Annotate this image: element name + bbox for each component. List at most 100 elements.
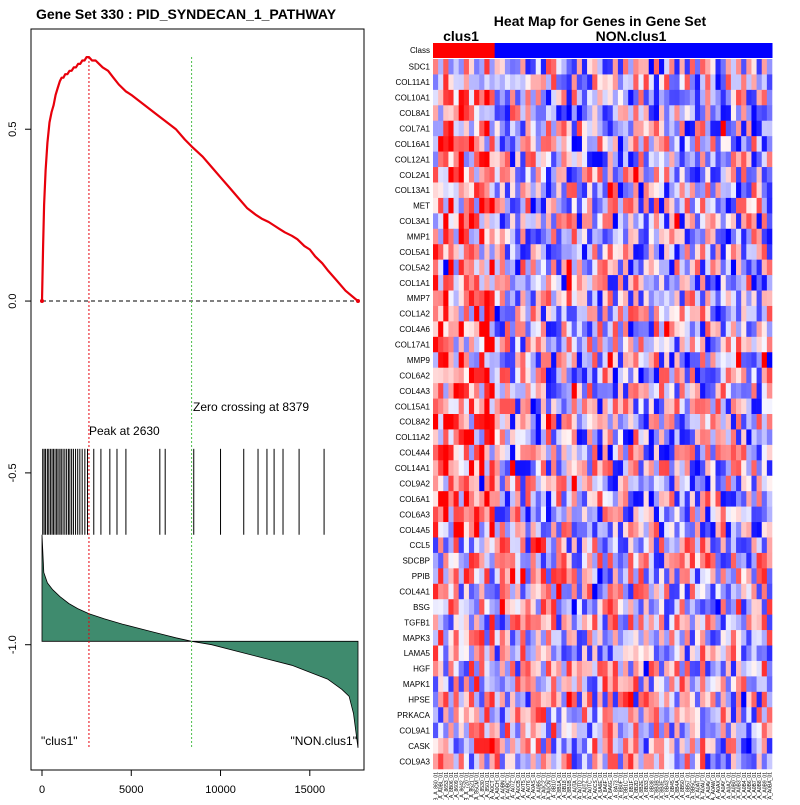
heatmap-cell xyxy=(710,352,716,368)
heatmap-cell xyxy=(443,614,449,631)
heatmap-cell xyxy=(438,275,444,291)
heatmap-cell xyxy=(700,444,706,461)
heatmap-cell xyxy=(592,228,598,245)
heatmap-cells xyxy=(433,59,773,770)
heatmap-cell xyxy=(638,74,644,91)
heatmap-cell xyxy=(659,213,665,230)
heatmap-cell xyxy=(474,738,480,754)
heatmap-cell xyxy=(633,213,639,230)
y-tick-label: -1.0 xyxy=(7,635,19,654)
heatmap-cell xyxy=(494,753,501,770)
heatmap-cell xyxy=(581,383,588,399)
heatmap-cell xyxy=(715,59,721,75)
heatmap-cell xyxy=(463,321,470,338)
heatmap-cell xyxy=(751,722,757,739)
heatmap-cell xyxy=(633,120,639,137)
heatmap-cell xyxy=(643,105,650,122)
heatmap-cell xyxy=(515,691,521,708)
heatmap-cell xyxy=(756,290,763,307)
heatmap-cell xyxy=(484,120,490,137)
heatmap-cell xyxy=(597,120,603,137)
heatmap-cell xyxy=(638,522,644,538)
heatmap-cell xyxy=(664,197,670,214)
heatmap-cell xyxy=(566,660,572,677)
gene-label: COL14A1 xyxy=(395,464,431,473)
heatmap-cell xyxy=(756,753,763,770)
heatmap-cell xyxy=(540,506,547,523)
heatmap-cell xyxy=(715,660,721,677)
heatmap-cell xyxy=(602,691,608,708)
heatmap-cell xyxy=(730,753,737,770)
heatmap-cell xyxy=(453,460,459,477)
heatmap-cell xyxy=(623,738,629,754)
heatmap-cell xyxy=(499,444,506,461)
heatmap-cell xyxy=(705,460,711,477)
heatmap-cell xyxy=(468,120,475,137)
heatmap-cell xyxy=(705,228,711,245)
gene-label: COL12A1 xyxy=(395,155,431,164)
heatmap-cell xyxy=(648,583,655,600)
heatmap-cell xyxy=(730,599,737,615)
heatmap-cell xyxy=(628,568,634,585)
heatmap-cell xyxy=(684,244,691,260)
heatmap-cell xyxy=(597,630,603,646)
heatmap-cell xyxy=(463,367,470,384)
heatmap-cell xyxy=(566,259,572,276)
heatmap-cell xyxy=(587,321,593,338)
heatmap-cell xyxy=(617,74,624,91)
heatmap-cell xyxy=(494,475,501,492)
heatmap-cell xyxy=(689,568,696,585)
heatmap-cell xyxy=(679,676,685,693)
heatmap-cell xyxy=(494,660,501,677)
heatmap-cell xyxy=(628,552,634,569)
heatmap-cell xyxy=(499,506,506,523)
heatmap-cell xyxy=(607,645,614,662)
heatmap-cell xyxy=(602,660,608,677)
heatmap-cell xyxy=(494,74,501,91)
heatmap-cell xyxy=(674,290,680,307)
heatmap-cell xyxy=(756,321,763,338)
sample-label: ROB_A_8653_01 xyxy=(444,772,450,800)
heatmap-cell xyxy=(463,120,470,137)
heatmap-cell xyxy=(484,336,490,353)
heatmap-cell xyxy=(561,429,567,446)
heatmap-cell xyxy=(504,275,511,291)
heatmap-cell xyxy=(576,275,583,291)
heatmap-cell xyxy=(602,599,608,615)
heatmap-cell xyxy=(664,691,670,708)
heatmap-cell xyxy=(730,244,737,260)
heatmap-cell xyxy=(504,352,511,368)
heatmap-cell xyxy=(751,59,757,75)
heatmap-cell xyxy=(638,568,644,585)
heatmap-cell xyxy=(612,506,619,523)
heatmap-cell xyxy=(761,275,768,291)
heatmap-cell xyxy=(443,568,449,585)
heatmap-cell xyxy=(643,151,650,168)
heatmap-cell xyxy=(592,491,598,507)
heatmap-cell xyxy=(617,336,624,353)
heatmap-cell xyxy=(520,460,526,477)
heatmap-cell xyxy=(766,583,773,600)
heatmap-cell xyxy=(576,707,583,723)
heatmap-cell xyxy=(607,753,614,770)
heatmap-cell xyxy=(525,414,531,430)
heatmap-cell xyxy=(710,305,716,322)
heatmap-cell xyxy=(669,305,675,322)
heatmap-cell xyxy=(741,568,747,585)
heatmap-cell xyxy=(720,105,727,122)
heatmap-cell xyxy=(556,398,562,415)
heatmap-cell xyxy=(448,290,454,307)
heatmap-cell xyxy=(679,614,685,631)
heatmap-cell xyxy=(571,522,578,538)
heatmap-cell xyxy=(489,537,495,554)
heatmap-cell xyxy=(433,105,439,122)
heatmap-cell xyxy=(463,383,470,399)
heatmap-cell xyxy=(494,460,501,477)
heatmap-cell xyxy=(530,213,537,230)
heatmap-cell xyxy=(530,136,537,152)
heatmap-cell xyxy=(520,305,526,322)
heatmap-cell xyxy=(443,491,449,507)
heatmap-cell xyxy=(751,167,757,183)
heatmap-cell xyxy=(504,691,511,708)
heatmap-cell xyxy=(766,228,773,245)
